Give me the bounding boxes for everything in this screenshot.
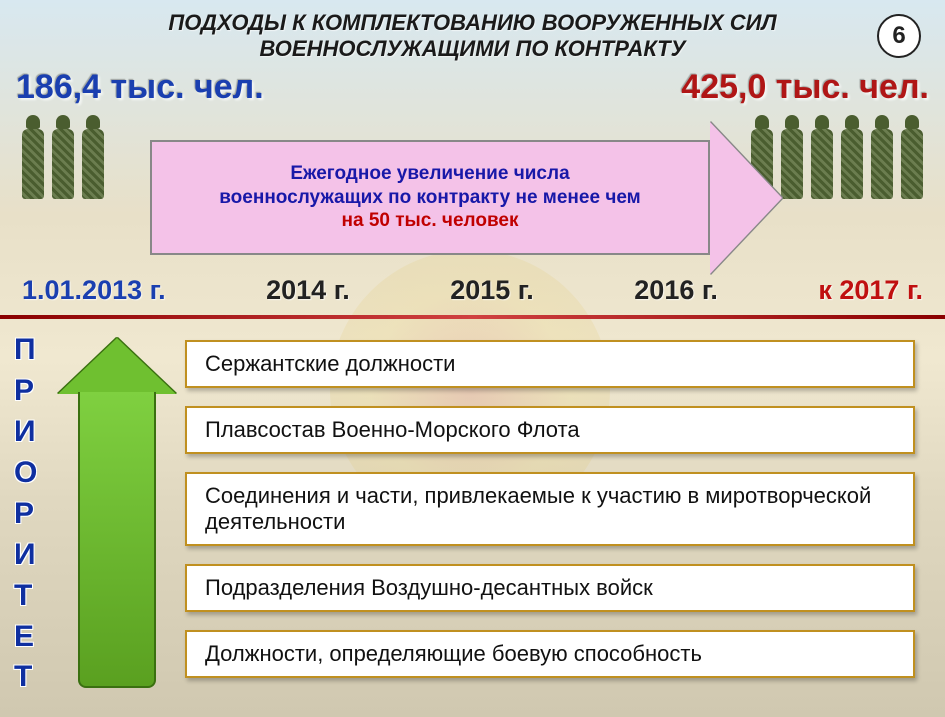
priority-letter: О xyxy=(14,458,38,488)
growth-arrow: Ежегодное увеличение числа военнослужащи… xyxy=(150,140,780,255)
priority-item-text: Сержантские должности xyxy=(205,351,455,377)
title-line-1: ПОДХОДЫ К КОМПЛЕКТОВАНИЮ ВООРУЖЕННЫХ СИЛ xyxy=(168,10,776,35)
arrow-line1-rest: числа xyxy=(508,163,569,184)
priority-letter: Т xyxy=(14,662,38,692)
priority-letter: И xyxy=(14,417,38,447)
priority-letter: И xyxy=(14,540,38,570)
priority-item-text: Плавсостав Военно-Морского Флота xyxy=(205,417,580,443)
timeline-row: 1.01.2013 г. 2014 г. 2015 г. 2016 г. к 2… xyxy=(0,275,945,306)
arrow-head-icon xyxy=(710,122,782,274)
section-divider xyxy=(0,315,945,319)
priority-item: Сержантские должности xyxy=(185,340,915,388)
header: ПОДХОДЫ К КОМПЛЕКТОВАНИЮ ВООРУЖЕННЫХ СИЛ… xyxy=(0,6,945,67)
page-title: ПОДХОДЫ К КОМПЛЕКТОВАНИЮ ВООРУЖЕННЫХ СИЛ… xyxy=(60,10,885,63)
timeline-2016: 2016 г. xyxy=(634,275,718,306)
page-number: 6 xyxy=(892,22,905,50)
arrow-line3-rest: человек xyxy=(437,210,519,231)
priority-letter: Т xyxy=(14,581,38,611)
timeline-start: 1.01.2013 г. xyxy=(22,275,166,306)
priority-letter: Р xyxy=(14,499,38,529)
priority-item: Плавсостав Военно-Морского Флота xyxy=(185,406,915,454)
priority-letter: Е xyxy=(14,622,38,652)
priority-item: Должности, определяющие боевую способнос… xyxy=(185,630,915,678)
arrow-line3-red: на 50 тыс. xyxy=(342,210,437,231)
soldier-icon xyxy=(18,115,48,210)
title-line-2: ВОЕННОСЛУЖАЩИМИ ПО КОНТРАКТУ xyxy=(259,36,685,61)
soldier-icon xyxy=(48,115,78,210)
soldier-icon xyxy=(867,115,897,210)
arrow-body: Ежегодное увеличение числа военнослужащи… xyxy=(150,140,710,255)
arrow-line1-bold: Ежегодное увеличение xyxy=(290,163,508,184)
green-arrow-body xyxy=(78,392,156,688)
soldier-icon xyxy=(78,115,108,210)
priority-arrow xyxy=(60,342,175,692)
stat-start-value: 186,4 тыс. чел. xyxy=(16,68,264,107)
priority-item-text: Должности, определяющие боевую способнос… xyxy=(205,641,702,667)
priority-item-text: Соединения и части, привлекаемые к участ… xyxy=(205,483,895,535)
priority-items-list: Сержантские должности Плавсостав Военно-… xyxy=(185,340,915,678)
green-arrow-head-icon xyxy=(58,338,176,394)
soldier-icon xyxy=(837,115,867,210)
priority-item: Подразделения Воздушно-десантных войск xyxy=(185,564,915,612)
soldiers-group-left xyxy=(18,115,108,210)
timeline-2014: 2014 г. xyxy=(266,275,350,306)
priority-item: Соединения и части, привлекаемые к участ… xyxy=(185,472,915,546)
timeline-2015: 2015 г. xyxy=(450,275,534,306)
arrow-text: Ежегодное увеличение числа военнослужащи… xyxy=(219,162,640,233)
priority-letter: П xyxy=(14,335,38,365)
priority-item-text: Подразделения Воздушно-десантных войск xyxy=(205,575,653,601)
soldier-icon xyxy=(897,115,927,210)
arrow-line2: военнослужащих по контракту не менее чем xyxy=(219,187,640,208)
stat-end-value: 425,0 тыс. чел. xyxy=(681,68,929,107)
page-number-badge: 6 xyxy=(877,14,921,58)
timeline-end: к 2017 г. xyxy=(818,275,923,306)
priority-letter: Р xyxy=(14,376,38,406)
soldier-icon xyxy=(807,115,837,210)
priority-vertical-label: П Р И О Р И Т Е Т xyxy=(14,330,38,698)
